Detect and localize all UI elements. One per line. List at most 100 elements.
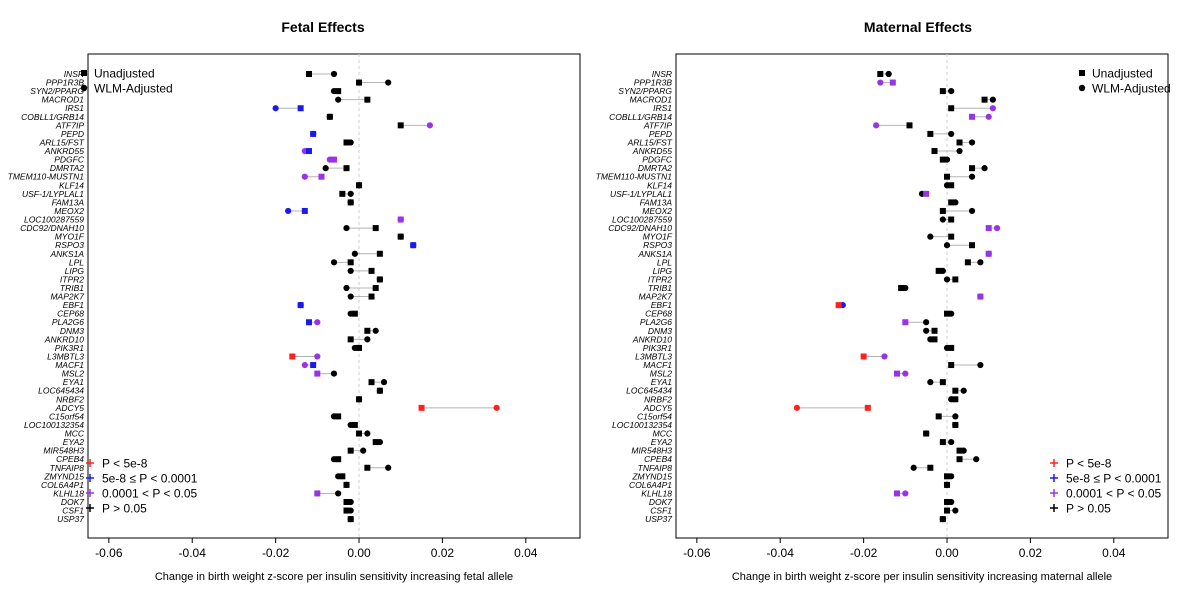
gene-label: ANKRD55 [44,146,84,156]
adjusted-point [943,276,951,283]
gene-label: LPL [657,257,672,267]
chart-title: Maternal Effects [864,19,972,35]
gene-label: KLF14 [59,180,84,190]
x-tick-label: 0.02 [1019,546,1043,560]
unadjusted-point [305,148,312,155]
unadjusted-point [893,370,900,377]
adjusted-point [351,250,358,257]
unadjusted-point [969,242,976,249]
unadjusted-point [356,182,363,189]
unadjusted-point [372,439,379,446]
adjusted-point [885,70,892,78]
adjusted-point [927,379,934,386]
adjusted-point [877,79,884,86]
gene-label: MIR548H3 [43,446,84,456]
legend-unadjusted-label: Unadjusted [1092,67,1153,81]
gene-label: MSL2 [62,369,84,379]
gene-label: RSPO3 [643,240,672,250]
unadjusted-point [935,267,942,274]
gene-label: CPEB4 [644,454,672,464]
unadjusted-point [948,344,955,351]
gene-label: FAM13A [52,197,85,207]
adjusted-point [360,447,367,454]
gene-label: TRIB1 [648,283,672,293]
gene-label: CEP68 [645,309,672,319]
adjusted-point [948,438,955,446]
unadjusted-point [952,276,959,283]
gene-label: PDGFC [54,155,85,165]
gene-label: INSR [652,69,672,79]
legend-circle-icon [80,84,88,92]
adjusted-point [956,147,963,155]
unadjusted-point [927,130,934,137]
unadjusted-point [964,259,971,266]
unadjusted-point [343,507,350,514]
x-tick-label: -0.04 [179,546,207,560]
gene-label: MYO1F [643,232,673,242]
gene-label: TNFAIP8 [638,463,673,473]
gene-label: LPL [69,257,84,267]
adjusted-point [285,207,292,215]
gene-label: COBLL1/GRB14 [609,112,672,122]
unadjusted-point [347,259,354,266]
adjusted-point [347,293,354,300]
gene-label: USF-1/LYPLAL1 [22,189,84,199]
unadjusted-point [397,216,404,223]
adjusted-point [939,216,946,223]
x-tick-label: 0.02 [431,546,455,560]
gene-label: ANKRD10 [632,334,672,344]
unadjusted-point [898,285,905,291]
gene-label: EYA1 [651,377,673,387]
plot-frame [675,53,1169,539]
unadjusted-point [331,156,337,163]
gene-label: LOC100287559 [612,215,672,225]
x-tick-label: -0.06 [95,546,123,560]
unadjusted-point [939,88,946,95]
unadjusted-point [935,413,942,420]
x-axis-label: Change in birth weight z-score per insul… [732,571,1112,583]
unadjusted-point [372,285,379,291]
unadjusted-point [952,396,959,403]
unadjusted-point [368,379,375,386]
adjusted-point [985,113,992,120]
unadjusted-point [297,302,304,309]
gene-label: TRIB1 [60,283,84,293]
gene-label: ADCY5 [643,403,673,413]
unadjusted-point [931,148,938,155]
unadjusted-point [351,421,358,428]
gene-label: NRBF2 [644,394,672,404]
unadjusted-point [397,122,404,129]
gene-label: MACF1 [643,360,672,370]
unadjusted-point [339,473,346,480]
legend-pvalue-label: P > 0.05 [1066,502,1111,516]
gene-label: CDC92/DNAH10 [608,223,672,233]
gene-label: CPEB4 [56,454,84,464]
unadjusted-point [351,310,358,317]
unadjusted-point [902,319,909,326]
gene-label: COBLL1/GRB14 [21,112,84,122]
gene-label: EBF1 [651,300,673,310]
gene-label: USF-1/LYPLAL1 [610,189,672,199]
gene-label: PEPD [649,129,672,139]
gene-label: ZMYND15 [631,471,672,481]
gene-label: EYA1 [63,377,85,387]
gene-label: CDC92/DNAH10 [20,223,84,233]
gene-label: COL6A4P1 [41,480,84,490]
x-tick-label: -0.06 [683,546,711,560]
adjusted-point [364,336,371,343]
adjusted-point [943,242,951,249]
unadjusted-point [977,293,984,300]
unadjusted-point [877,71,884,77]
adjusted-point [272,105,279,112]
unadjusted-point [335,413,342,420]
plot-frame [87,53,581,539]
adjusted-point [314,319,321,326]
unadjusted-point [410,242,417,249]
unadjusted-point [944,481,951,488]
unadjusted-point [310,130,317,137]
unadjusted-point [906,122,913,129]
adjusted-point [343,284,350,292]
unadjusted-point [864,404,871,411]
panel-maternal: Maternal Effects -0.06 -0.04 -0.02 0.00 0.02 0… [596,19,1171,583]
